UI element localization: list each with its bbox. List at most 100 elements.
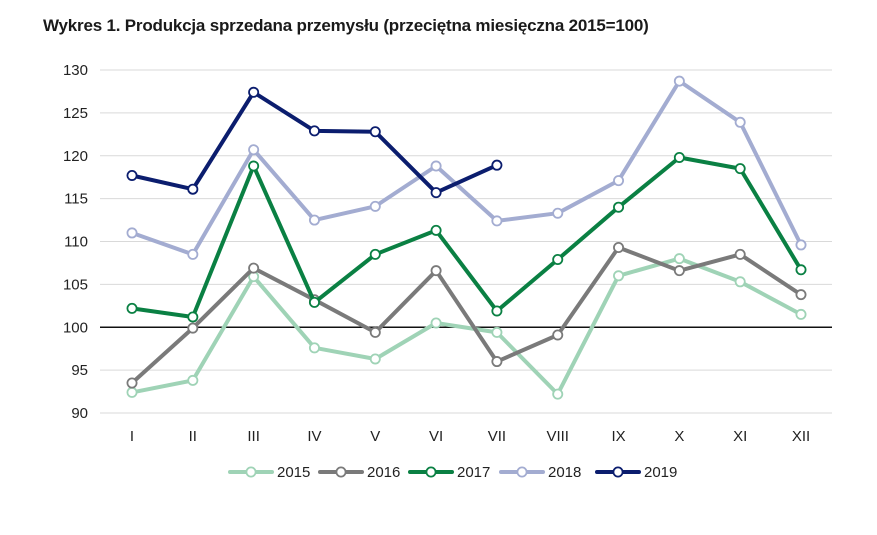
data-point-2015 bbox=[491, 326, 503, 338]
data-point-2015 bbox=[369, 353, 381, 365]
data-point-2016 bbox=[613, 242, 625, 254]
series-2018 bbox=[126, 75, 807, 260]
data-point-2016 bbox=[187, 322, 199, 334]
legend-marker bbox=[335, 466, 347, 478]
data-point-2015 bbox=[308, 342, 320, 354]
data-point-2018 bbox=[795, 239, 807, 251]
y-tick-label: 120 bbox=[63, 148, 88, 165]
data-point-2017 bbox=[126, 302, 138, 314]
y-tick-label: 90 bbox=[71, 405, 88, 422]
data-point-2019 bbox=[248, 86, 260, 98]
legend: 2015 2016 2017 2018 2019 bbox=[228, 464, 677, 481]
data-point-2019 bbox=[369, 126, 381, 138]
data-point-2018 bbox=[673, 75, 685, 87]
y-tick-label: 95 bbox=[71, 362, 88, 379]
legend-label: 2018 bbox=[548, 464, 581, 481]
y-axis-tick-labels: 90 95 100 105 110 115 120 125 130 bbox=[63, 62, 88, 422]
data-point-2016 bbox=[734, 248, 746, 260]
data-point-2019 bbox=[126, 169, 138, 181]
series-line-2018 bbox=[130, 79, 803, 257]
legend-marker bbox=[245, 466, 257, 478]
legend-label: 2019 bbox=[644, 464, 677, 481]
legend-label: 2017 bbox=[457, 464, 490, 481]
data-point-2015 bbox=[126, 386, 138, 398]
series-2017 bbox=[126, 151, 807, 323]
data-point-2019 bbox=[430, 187, 442, 199]
legend-marker bbox=[612, 466, 624, 478]
data-point-2016 bbox=[795, 289, 807, 301]
legend-label: 2016 bbox=[367, 464, 400, 481]
data-point-2018 bbox=[613, 175, 625, 187]
data-point-2016 bbox=[552, 329, 564, 341]
y-tick-label: 125 bbox=[63, 105, 88, 122]
x-tick-label: XI bbox=[733, 428, 747, 445]
x-tick-label: II bbox=[189, 428, 197, 445]
series-line-2019 bbox=[130, 90, 499, 195]
legend-item-2018: 2018 bbox=[499, 464, 581, 481]
data-point-2017 bbox=[308, 296, 320, 308]
x-tick-label: VIII bbox=[546, 428, 569, 445]
data-point-2016 bbox=[126, 377, 138, 389]
data-point-2019 bbox=[187, 183, 199, 195]
series-line-2015 bbox=[130, 256, 803, 397]
legend-item-2016: 2016 bbox=[318, 464, 400, 481]
x-tick-label: IX bbox=[611, 428, 625, 445]
x-tick-label: I bbox=[130, 428, 134, 445]
series-line-2017 bbox=[130, 155, 803, 319]
x-tick-label: III bbox=[247, 428, 260, 445]
data-point-2017 bbox=[491, 305, 503, 317]
y-tick-label: 105 bbox=[63, 276, 88, 293]
data-point-2018 bbox=[430, 160, 442, 172]
y-tick-label: 100 bbox=[63, 319, 88, 336]
data-point-2016 bbox=[673, 265, 685, 277]
series-lines bbox=[126, 75, 807, 400]
y-tick-label: 115 bbox=[64, 191, 88, 208]
series-2019 bbox=[126, 86, 503, 199]
data-point-2018 bbox=[248, 144, 260, 156]
data-point-2018 bbox=[491, 215, 503, 227]
legend-marker bbox=[425, 466, 437, 478]
data-point-2017 bbox=[552, 254, 564, 266]
data-point-2018 bbox=[126, 227, 138, 239]
data-point-2016 bbox=[248, 262, 260, 274]
data-point-2019 bbox=[491, 159, 503, 171]
data-point-2015 bbox=[613, 270, 625, 282]
series-2015 bbox=[126, 253, 807, 400]
x-tick-label: VII bbox=[488, 428, 506, 445]
legend-item-2015: 2015 bbox=[228, 464, 310, 481]
data-point-2017 bbox=[369, 248, 381, 260]
x-tick-label: X bbox=[674, 428, 684, 445]
data-point-2015 bbox=[187, 374, 199, 386]
data-point-2017 bbox=[430, 224, 442, 236]
data-point-2018 bbox=[734, 116, 746, 128]
data-point-2018 bbox=[308, 214, 320, 226]
data-point-2017 bbox=[187, 311, 199, 323]
x-tick-label: IV bbox=[307, 428, 321, 445]
legend-marker bbox=[516, 466, 528, 478]
data-point-2015 bbox=[552, 388, 564, 400]
data-point-2017 bbox=[795, 264, 807, 276]
y-tick-label: 110 bbox=[64, 234, 88, 251]
y-tick-label: 130 bbox=[63, 62, 88, 79]
x-axis-tick-labels: I II III IV V VI VII VIII IX X XI XII bbox=[130, 428, 810, 445]
data-point-2015 bbox=[673, 253, 685, 265]
gridlines bbox=[100, 69, 832, 414]
chart-title: Wykres 1. Produkcja sprzedana przemysłu … bbox=[43, 16, 649, 35]
series-line-2016 bbox=[130, 245, 803, 385]
data-point-2017 bbox=[673, 151, 685, 163]
data-point-2016 bbox=[430, 265, 442, 277]
legend-item-2019: 2019 bbox=[595, 464, 677, 481]
data-point-2017 bbox=[613, 201, 625, 213]
legend-item-2017: 2017 bbox=[408, 464, 490, 481]
x-tick-label: XII bbox=[792, 428, 810, 445]
data-point-2018 bbox=[369, 200, 381, 212]
data-point-2016 bbox=[369, 326, 381, 338]
legend-label: 2015 bbox=[277, 464, 310, 481]
x-tick-label: V bbox=[370, 428, 380, 445]
data-point-2017 bbox=[734, 163, 746, 175]
data-point-2018 bbox=[552, 207, 564, 219]
data-point-2015 bbox=[430, 317, 442, 329]
data-point-2017 bbox=[248, 160, 260, 172]
data-point-2016 bbox=[491, 356, 503, 368]
